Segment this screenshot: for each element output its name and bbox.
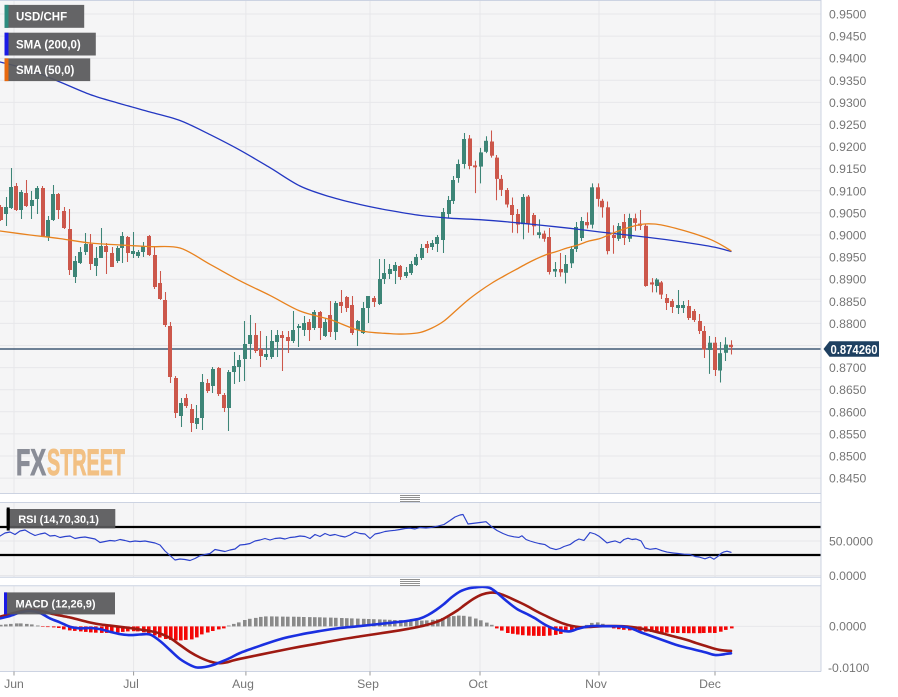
svg-text:0.9300: 0.9300 (829, 96, 866, 110)
svg-text:0.0000: 0.0000 (829, 569, 866, 583)
svg-text:0.8900: 0.8900 (829, 273, 866, 287)
svg-text:0.874260: 0.874260 (831, 343, 878, 357)
svg-text:0.9100: 0.9100 (829, 184, 866, 198)
svg-text:SMA (200,0): SMA (200,0) (16, 39, 81, 51)
svg-text:0.8500: 0.8500 (829, 450, 866, 464)
svg-text:Dec: Dec (699, 677, 721, 691)
svg-text:MACD (12,26,9): MACD (12,26,9) (16, 599, 96, 611)
svg-text:-0.0100: -0.0100 (828, 661, 870, 675)
svg-text:0.8950: 0.8950 (829, 251, 866, 265)
svg-text:0.9150: 0.9150 (829, 162, 866, 176)
svg-text:STREET: STREET (47, 441, 125, 483)
svg-text:RSI (14,70,30,1): RSI (14,70,30,1) (18, 514, 99, 526)
svg-text:0.8650: 0.8650 (829, 383, 866, 397)
svg-text:0.9200: 0.9200 (829, 140, 866, 154)
svg-text:0.9050: 0.9050 (829, 206, 866, 220)
svg-text:50.0000: 50.0000 (829, 535, 873, 549)
svg-text:Oct: Oct (469, 677, 489, 691)
svg-text:0.8600: 0.8600 (829, 405, 866, 419)
svg-text:0.8800: 0.8800 (829, 317, 866, 331)
svg-text:SMA (50,0): SMA (50,0) (16, 65, 75, 77)
svg-text:Sep: Sep (357, 677, 379, 691)
svg-text:0.8550: 0.8550 (829, 427, 866, 441)
svg-text:USD/CHF: USD/CHF (16, 12, 67, 24)
svg-text:0.9000: 0.9000 (829, 229, 866, 243)
svg-text:0.9250: 0.9250 (829, 118, 866, 132)
svg-text:0.8700: 0.8700 (829, 361, 866, 375)
svg-text:0.9450: 0.9450 (829, 30, 866, 44)
svg-text:Jul: Jul (123, 677, 139, 691)
svg-text:0.0000: 0.0000 (829, 620, 866, 634)
svg-text:Jun: Jun (4, 677, 24, 691)
svg-text:0.9350: 0.9350 (829, 74, 866, 88)
svg-text:Aug: Aug (232, 677, 254, 691)
svg-text:0.8450: 0.8450 (829, 472, 866, 486)
svg-text:0.8850: 0.8850 (829, 295, 866, 309)
svg-text:FX: FX (16, 441, 46, 483)
svg-text:Nov: Nov (585, 677, 608, 691)
svg-text:0.9400: 0.9400 (829, 52, 866, 66)
svg-text:0.9500: 0.9500 (829, 8, 866, 22)
